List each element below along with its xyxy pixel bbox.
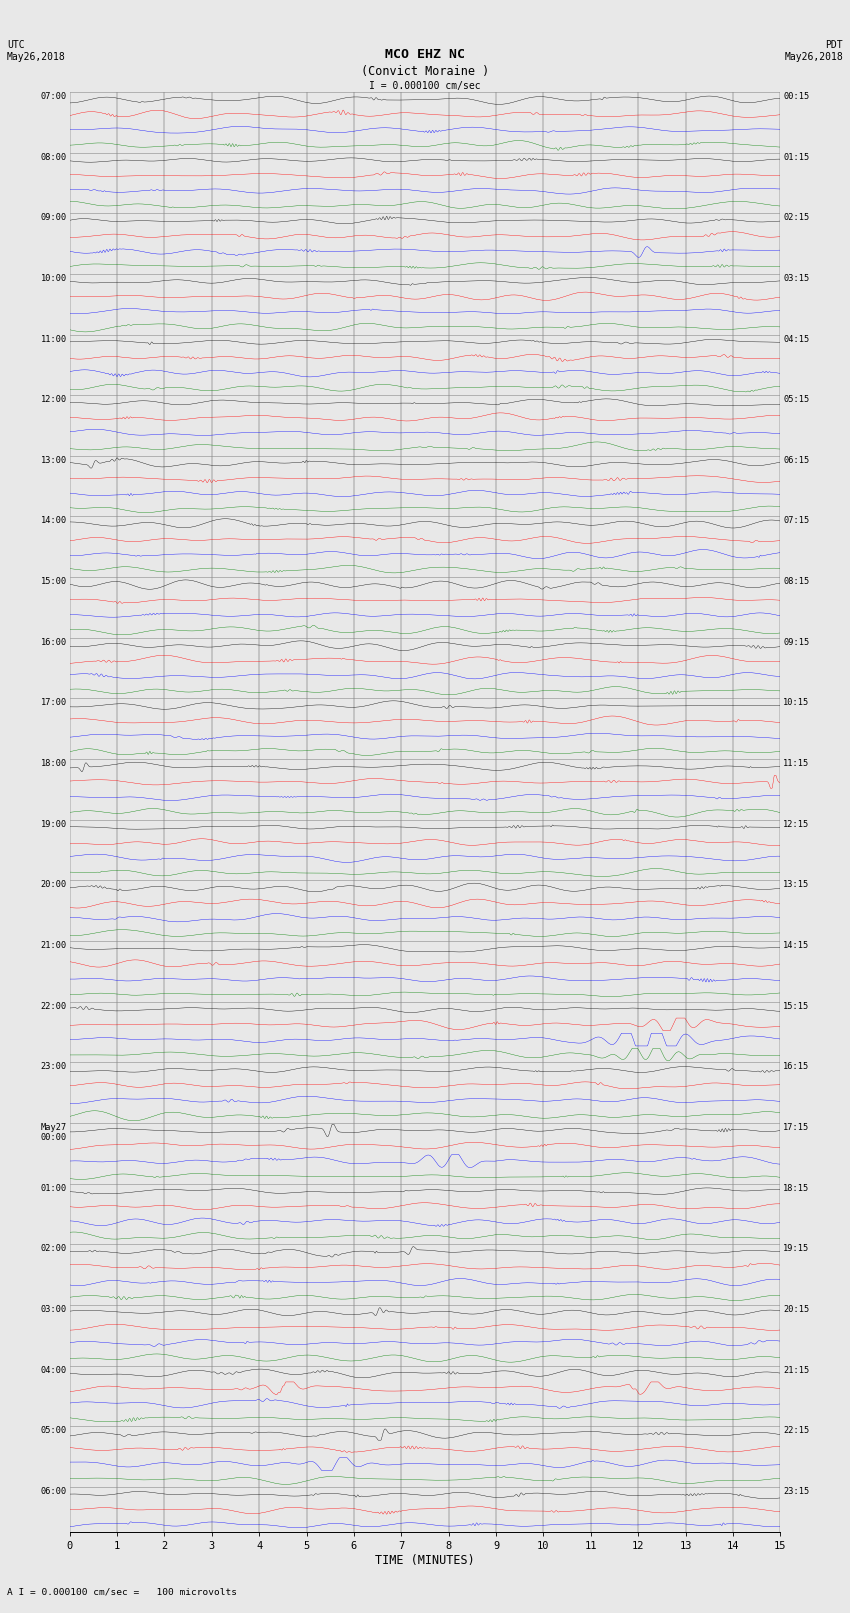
Text: 21:00: 21:00: [41, 940, 67, 950]
Text: A I = 0.000100 cm/sec =   100 microvolts: A I = 0.000100 cm/sec = 100 microvolts: [7, 1587, 237, 1597]
Text: 20:00: 20:00: [41, 881, 67, 889]
Text: (Convict Moraine ): (Convict Moraine ): [361, 65, 489, 77]
Text: 10:15: 10:15: [783, 698, 809, 708]
Text: 09:15: 09:15: [783, 637, 809, 647]
Text: 04:00: 04:00: [41, 1366, 67, 1374]
Text: 09:00: 09:00: [41, 213, 67, 223]
Text: MCO EHZ NC: MCO EHZ NC: [385, 48, 465, 61]
Text: 03:00: 03:00: [41, 1305, 67, 1315]
Text: 06:15: 06:15: [783, 456, 809, 465]
Text: I = 0.000100 cm/sec: I = 0.000100 cm/sec: [369, 81, 481, 90]
Text: May26,2018: May26,2018: [7, 52, 65, 61]
Text: 02:15: 02:15: [783, 213, 809, 223]
Text: 23:00: 23:00: [41, 1063, 67, 1071]
Text: 20:15: 20:15: [783, 1305, 809, 1315]
Text: 21:15: 21:15: [783, 1366, 809, 1374]
Text: 19:00: 19:00: [41, 819, 67, 829]
Text: 03:15: 03:15: [783, 274, 809, 282]
Text: 01:15: 01:15: [783, 153, 809, 161]
Text: 04:15: 04:15: [783, 334, 809, 344]
Text: 10:00: 10:00: [41, 274, 67, 282]
Text: 14:15: 14:15: [783, 940, 809, 950]
Text: 12:15: 12:15: [783, 819, 809, 829]
Text: 23:15: 23:15: [783, 1487, 809, 1495]
Text: 18:00: 18:00: [41, 760, 67, 768]
Text: 22:15: 22:15: [783, 1426, 809, 1436]
Text: 14:00: 14:00: [41, 516, 67, 526]
Text: 08:15: 08:15: [783, 577, 809, 586]
Text: 19:15: 19:15: [783, 1244, 809, 1253]
Text: 00:15: 00:15: [783, 92, 809, 102]
Text: 06:00: 06:00: [41, 1487, 67, 1495]
Text: 16:15: 16:15: [783, 1063, 809, 1071]
Text: 05:00: 05:00: [41, 1426, 67, 1436]
Text: 13:15: 13:15: [783, 881, 809, 889]
Text: 07:00: 07:00: [41, 92, 67, 102]
Text: May26,2018: May26,2018: [785, 52, 843, 61]
Text: 08:00: 08:00: [41, 153, 67, 161]
Text: 07:15: 07:15: [783, 516, 809, 526]
Text: 12:00: 12:00: [41, 395, 67, 405]
Text: 13:00: 13:00: [41, 456, 67, 465]
Text: 11:00: 11:00: [41, 334, 67, 344]
Text: 11:15: 11:15: [783, 760, 809, 768]
Text: UTC: UTC: [7, 40, 25, 50]
Text: 15:00: 15:00: [41, 577, 67, 586]
Text: 01:00: 01:00: [41, 1184, 67, 1192]
Text: 17:00: 17:00: [41, 698, 67, 708]
X-axis label: TIME (MINUTES): TIME (MINUTES): [375, 1555, 475, 1568]
Text: May27
00:00: May27 00:00: [41, 1123, 67, 1142]
Text: 18:15: 18:15: [783, 1184, 809, 1192]
Text: 05:15: 05:15: [783, 395, 809, 405]
Text: PDT: PDT: [825, 40, 843, 50]
Text: 02:00: 02:00: [41, 1244, 67, 1253]
Text: 22:00: 22:00: [41, 1002, 67, 1011]
Text: 16:00: 16:00: [41, 637, 67, 647]
Text: 15:15: 15:15: [783, 1002, 809, 1011]
Text: 17:15: 17:15: [783, 1123, 809, 1132]
